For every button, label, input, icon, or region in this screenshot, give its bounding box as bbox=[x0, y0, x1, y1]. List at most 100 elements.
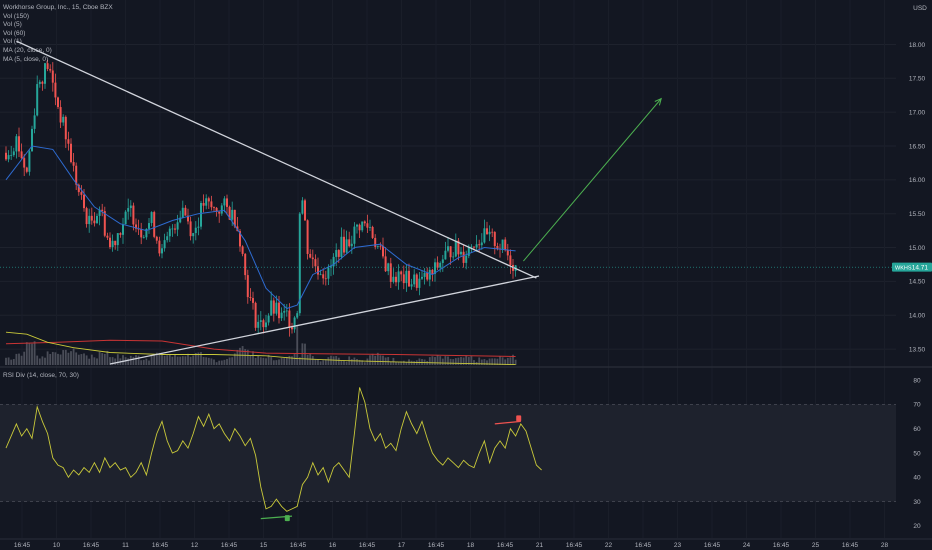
volume-bar bbox=[75, 352, 78, 365]
volume-bar bbox=[319, 361, 322, 365]
candle-body bbox=[496, 246, 499, 249]
candle-body bbox=[148, 223, 150, 229]
x-tick-label: 25 bbox=[812, 542, 820, 549]
candle-body bbox=[41, 81, 44, 84]
candle-body bbox=[101, 209, 104, 212]
candle-body bbox=[223, 198, 226, 206]
volume-bar bbox=[327, 357, 330, 365]
volume-bar bbox=[509, 357, 512, 365]
candle-body bbox=[311, 257, 314, 260]
candle-body bbox=[49, 68, 52, 71]
volume-bar bbox=[340, 360, 343, 365]
volume-bar bbox=[356, 359, 358, 365]
volume-bar bbox=[83, 353, 85, 365]
candle-body bbox=[187, 215, 189, 222]
candle-body bbox=[392, 276, 395, 282]
candle-body bbox=[262, 320, 265, 328]
candle-body bbox=[88, 215, 91, 225]
candle-body bbox=[127, 208, 130, 212]
rsi-y-tick-label: 40 bbox=[913, 475, 921, 482]
candle-body bbox=[470, 246, 473, 248]
x-tick-label: 16:45 bbox=[83, 542, 100, 549]
volume-bar bbox=[395, 361, 397, 365]
candle-body bbox=[153, 212, 156, 237]
volume-bar bbox=[67, 352, 70, 365]
candle-body bbox=[280, 312, 283, 319]
candle-body bbox=[31, 128, 33, 152]
candle-body bbox=[197, 226, 200, 228]
x-tick-label: 22 bbox=[605, 542, 613, 549]
volume-bar bbox=[436, 355, 439, 365]
volume-bar bbox=[465, 355, 468, 365]
volume-bar bbox=[322, 360, 325, 365]
rsi-band bbox=[0, 404, 896, 502]
volume-bar bbox=[366, 358, 369, 365]
x-tick-label: 21 bbox=[536, 542, 544, 549]
candle-body bbox=[137, 228, 140, 230]
candle-body bbox=[439, 262, 442, 268]
volume-bar bbox=[140, 360, 143, 365]
ma20-line bbox=[5, 145, 516, 310]
candle-body bbox=[465, 255, 468, 263]
volume-bar bbox=[142, 359, 145, 365]
candle-body bbox=[124, 211, 127, 225]
bearish-divergence-line bbox=[494, 420, 521, 425]
volume-bar bbox=[358, 359, 361, 365]
volume-bar bbox=[215, 362, 218, 365]
volume-bar bbox=[288, 355, 291, 365]
candle-body bbox=[402, 274, 405, 284]
candle-body bbox=[285, 310, 288, 312]
volume-bar bbox=[41, 356, 44, 365]
candle-body bbox=[28, 151, 31, 172]
candle-body bbox=[309, 253, 312, 258]
volume-bar bbox=[387, 357, 390, 365]
volume-bar bbox=[257, 355, 260, 365]
volume-bar bbox=[145, 358, 148, 365]
projection-arrow-head bbox=[654, 97, 662, 106]
candle-body bbox=[501, 239, 504, 250]
volume-bar bbox=[314, 359, 317, 365]
candle-body bbox=[179, 217, 182, 223]
candle-body bbox=[114, 240, 117, 246]
x-tick-label: 16:45 bbox=[704, 542, 721, 549]
price-tag bbox=[892, 262, 932, 272]
volume-bar bbox=[93, 357, 96, 365]
volume-average-line bbox=[5, 339, 516, 357]
candle-body bbox=[335, 250, 338, 257]
x-tick-label: 15 bbox=[260, 542, 268, 549]
candle-body bbox=[161, 248, 163, 254]
candle-body bbox=[44, 63, 46, 84]
volume-bar bbox=[174, 354, 176, 365]
candle-body bbox=[304, 200, 306, 221]
candle-body bbox=[231, 209, 234, 220]
candle-body bbox=[18, 136, 20, 152]
rsi-y-tick-label: 60 bbox=[913, 426, 921, 433]
y-tick-label: 15.50 bbox=[909, 211, 926, 218]
volume-bar bbox=[90, 354, 93, 365]
volume-bar bbox=[176, 356, 179, 365]
volume-bar bbox=[15, 353, 18, 365]
volume-bar bbox=[382, 355, 384, 365]
candle-body bbox=[356, 224, 358, 227]
volume-bar bbox=[168, 355, 171, 365]
volume-bar bbox=[478, 357, 481, 365]
volume-bar bbox=[10, 359, 13, 365]
rsi-y-tick-label: 20 bbox=[913, 523, 921, 530]
volume-bar bbox=[194, 352, 197, 365]
volume-bar bbox=[46, 351, 49, 365]
candle-body bbox=[36, 84, 39, 116]
candle-body bbox=[103, 211, 106, 236]
volume-bar bbox=[70, 351, 72, 365]
candle-body bbox=[291, 327, 293, 330]
volume-bar bbox=[88, 358, 91, 365]
volume-bar bbox=[23, 351, 26, 365]
candle-body bbox=[145, 228, 148, 238]
volume-bar bbox=[200, 351, 202, 365]
candle-body bbox=[10, 155, 13, 156]
volume-bar bbox=[514, 359, 517, 365]
volume-bar bbox=[311, 356, 314, 365]
candle-body bbox=[25, 167, 28, 172]
volume-bar bbox=[51, 351, 54, 365]
x-tick-label: 16:45 bbox=[359, 542, 376, 549]
